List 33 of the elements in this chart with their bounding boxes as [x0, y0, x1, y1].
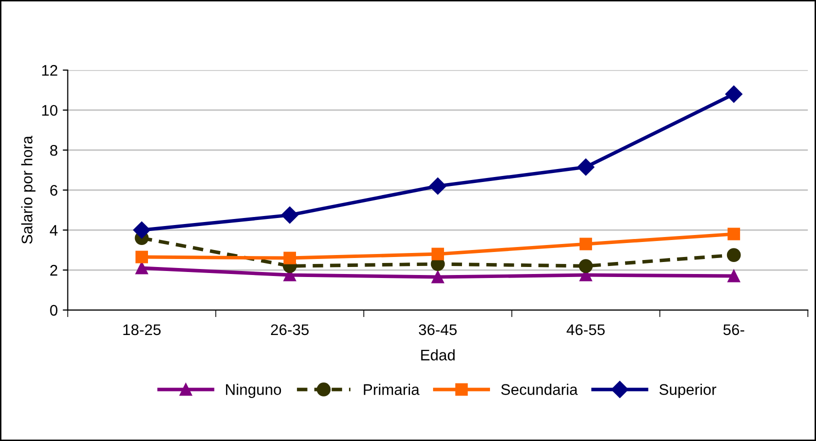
point: [432, 270, 444, 284]
point: [432, 248, 444, 260]
point: [725, 86, 742, 103]
point: [580, 238, 592, 250]
point: [281, 206, 298, 224]
legend-label: Superior: [659, 384, 716, 398]
x-tick-label: 36-45: [418, 324, 457, 336]
x-tick-label: 26-35: [270, 324, 309, 336]
y-tick-label: 6: [50, 184, 58, 196]
point: [728, 228, 740, 240]
legend-label: Primaria: [364, 384, 420, 395]
point: [284, 252, 296, 264]
y-tick-label: 12: [42, 64, 58, 76]
legend-label: Secundaria: [501, 384, 578, 395]
point: [135, 250, 148, 264]
y-tick-label: 4: [50, 225, 58, 236]
point: [133, 222, 150, 239]
y-tick-label: 2: [50, 264, 58, 276]
point: [726, 248, 741, 262]
y-tick-label: 0: [50, 304, 58, 316]
x-tick-label: 56-: [723, 324, 744, 336]
legend-label: Ninguno: [226, 384, 282, 398]
x-tick-label: 18-25: [123, 324, 161, 336]
point: [728, 270, 740, 282]
x-tick-label: 46-55: [566, 324, 605, 336]
y-tick-label: 10: [42, 104, 58, 116]
x-axis-title: Edad: [421, 349, 455, 360]
point: [429, 178, 446, 195]
y-axis-title: Salario por hora: [21, 136, 36, 244]
y-tick-label: 8: [50, 144, 58, 156]
point: [135, 262, 148, 274]
point: [577, 158, 594, 176]
point: [578, 259, 593, 273]
